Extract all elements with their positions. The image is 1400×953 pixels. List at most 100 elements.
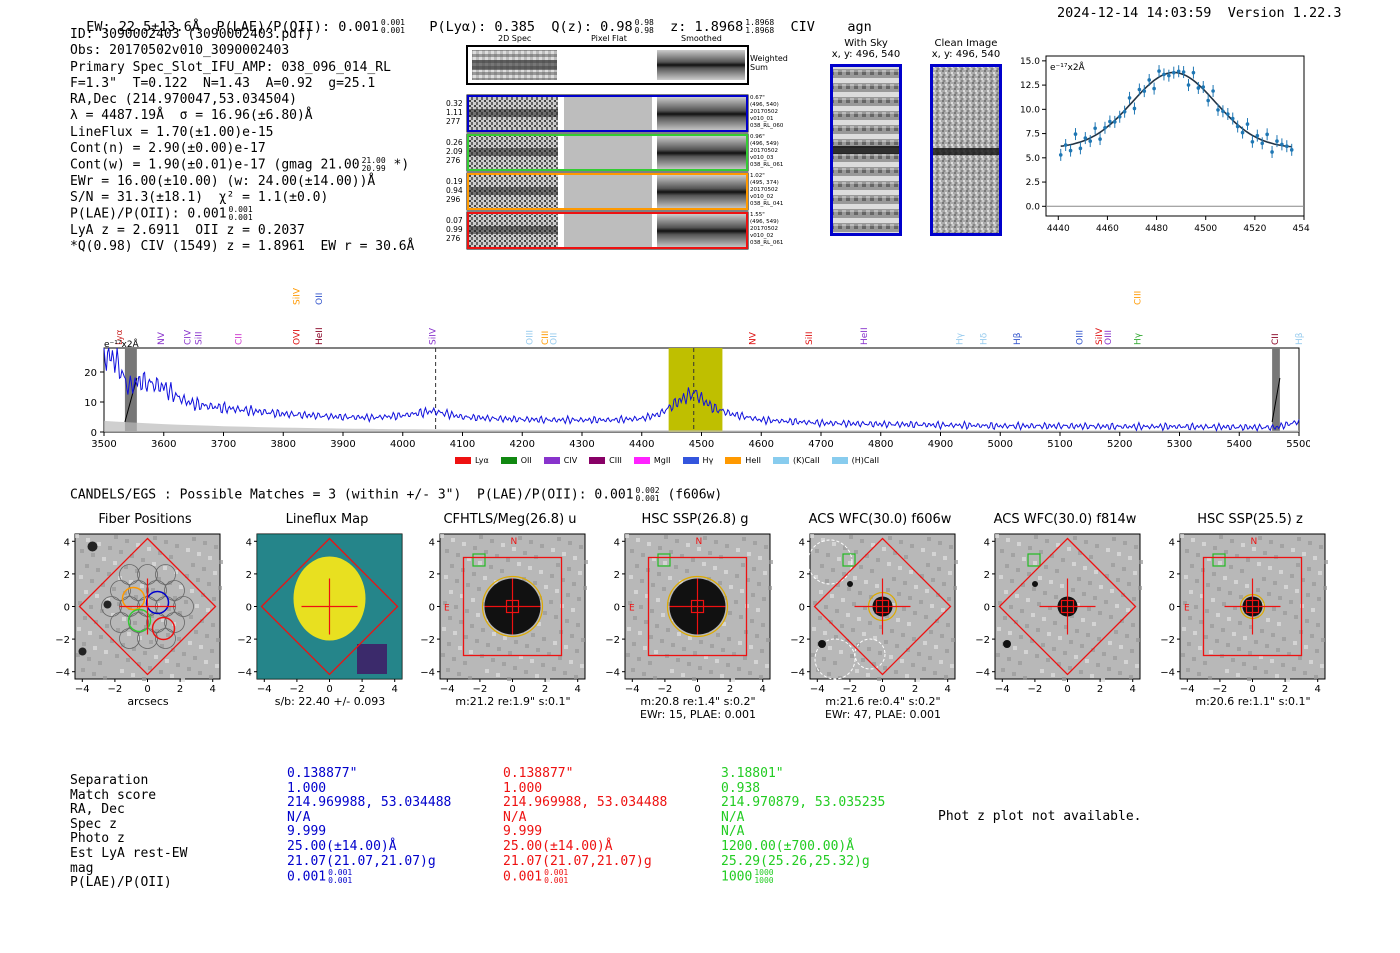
spectrum-unit-label: e⁻¹⁷x2Å [104, 338, 140, 350]
cutout-noise [129, 580, 133, 584]
fiber-row-meta: v010_02 [750, 194, 774, 200]
cutout-noise [513, 666, 517, 670]
cutout-noise [467, 557, 471, 561]
cutout-y-tick-label: 0 [984, 603, 990, 614]
cutout-noise [873, 636, 877, 640]
cutout-noise [1035, 654, 1039, 658]
cutout-noise [1012, 672, 1016, 676]
cutout-noise [1253, 666, 1257, 670]
cutout-noise [132, 647, 136, 651]
cutout-image: N E −4 −2 0 2 4 4 2 0 −2 −4 [605, 533, 773, 695]
cutout-noise [1131, 623, 1135, 627]
cutout-noise [550, 574, 554, 578]
match-column: 0.138877" 1.000 214.969988, 53.034488 N/A 9.… [503, 766, 667, 884]
cutout-noise [1180, 534, 1184, 538]
cutout-noise [1303, 671, 1307, 675]
match-value-row: 0.001 0.001 0.001 [287, 869, 451, 885]
cutout-noise [922, 667, 926, 671]
cutout-noise [141, 558, 145, 562]
legend-label: HeII [745, 456, 761, 465]
cutout-noise [1268, 566, 1272, 570]
legend-swatch [500, 457, 517, 464]
cutout-noise [1187, 642, 1191, 646]
zoom-data-point [1063, 143, 1068, 147]
cutout-noise [628, 601, 632, 605]
zoom-data-point [1093, 126, 1097, 131]
cutout-noise [1207, 557, 1211, 561]
cutout-noise [1046, 658, 1050, 662]
cutout-noise [1061, 558, 1065, 562]
spectral-line-label: Hδ [980, 332, 990, 345]
cutout-noise [213, 571, 217, 575]
cutout-noise [543, 611, 547, 615]
cutout-noise [517, 562, 521, 566]
cutout-noise [875, 584, 879, 588]
cutout-noise [1286, 678, 1290, 682]
fiber-spec-svg [466, 45, 749, 250]
spectral-line-label: CII [234, 333, 244, 345]
cutout-noise [653, 676, 657, 680]
zoom-data-point [1240, 130, 1245, 135]
match-row-label: mag [70, 860, 94, 876]
cutout-panel: CFHTLS/Meg(26.8) u N E −4 −2 0 2 4 4 2 0 −2 −4 m:21.2… [410, 512, 620, 727]
spectrum-mask-hatch [1271, 377, 1281, 423]
cutout-y-tick-label: 4 [614, 537, 620, 548]
cutout-noise [469, 650, 473, 654]
cutout-caption: arcsecs [127, 695, 169, 708]
cutout-noise [533, 581, 537, 585]
zoom-data-point [1176, 69, 1181, 74]
cutout-noise [1108, 641, 1112, 645]
cutout-noise [1075, 629, 1079, 633]
cutout-noise [167, 607, 171, 611]
cutout-noise [1294, 615, 1298, 619]
legend-label: CIV [563, 456, 578, 465]
cutout-noise [562, 552, 566, 556]
cutout-noise [750, 619, 754, 623]
cutout-noise [997, 627, 1001, 631]
cutout-noise [1320, 664, 1324, 668]
cutout-noise [901, 633, 905, 637]
cutout-noise [942, 582, 946, 586]
cutout-noise [934, 645, 938, 649]
cutout-x-tick-label: 0 [1064, 684, 1070, 695]
spectrum-x-ticks: 3500 3600 3700 3800 3900 4000 4100 4200 4300 4400… [91, 432, 1310, 450]
cutout-noise [647, 542, 651, 546]
header-z: z: 1.8968 [670, 19, 744, 35]
cutout-noise [1182, 627, 1186, 631]
cutout-noise [641, 553, 645, 557]
cutout-y-tick-label: 0 [246, 603, 252, 614]
cutout-noise [661, 613, 665, 617]
cutout-noise [929, 630, 933, 634]
cutout-noise [553, 641, 557, 645]
cutout-noise [932, 552, 936, 556]
cutout-noise [758, 556, 762, 560]
cutout-noise [1109, 615, 1113, 619]
info-contw-end: *) [393, 157, 410, 173]
fiber-row-2dspec-band [469, 187, 558, 195]
match-value-frac: 1000 1000 [754, 869, 773, 885]
cutout-noise [1264, 670, 1268, 674]
center-box [875, 599, 890, 614]
fiber-row-right-meta: 1.55" (496, 549) 20170502 v010_02 038_RL_061 [750, 212, 790, 247]
cutout-noise [836, 583, 840, 587]
spectrum-continuum [104, 420, 1299, 432]
cutout-noise [686, 543, 690, 547]
cutout-noise [1096, 663, 1100, 667]
cutout-noise [859, 565, 863, 569]
cutout-noise [1030, 639, 1034, 643]
cutout-noise [895, 644, 899, 648]
zoom-y-tick-label: 10.0 [1020, 105, 1040, 115]
header-bar: EW: 22.5±13.6Å P(LAE)/P(OII): 0.001 0.001… [70, 3, 871, 36]
cutout-noise [1190, 564, 1194, 568]
cutout-noise [445, 549, 449, 553]
fiber-row-meta: 1.55" [750, 212, 765, 218]
cutout-noise [746, 578, 750, 582]
fiber-row-left-stats: 0.26 2.09 276 [446, 138, 466, 165]
source-ellipse [481, 575, 544, 638]
cutout-noise [682, 647, 686, 651]
zoom-data-point [1235, 124, 1240, 129]
match-value: 1.000 [503, 780, 543, 796]
cutout-x-tick-label: 2 [542, 684, 548, 695]
spectrum-y-ticks: 20 10 0 [84, 368, 104, 439]
cutout-noise [1279, 570, 1283, 574]
